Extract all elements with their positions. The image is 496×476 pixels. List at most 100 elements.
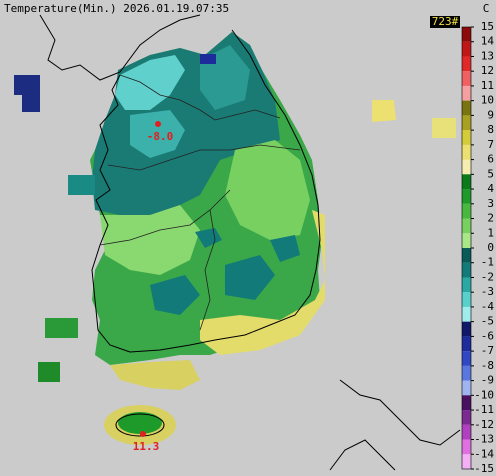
field-ulleung xyxy=(372,100,396,122)
colorbar-label: -14 xyxy=(474,447,494,460)
colorbar-swatch xyxy=(462,365,471,381)
colorbar-swatch xyxy=(462,56,471,72)
colorbar-label: -13 xyxy=(474,433,494,446)
colorbar-swatch xyxy=(462,41,471,57)
coastlines xyxy=(39,14,461,471)
colorbar-swatch xyxy=(462,410,471,425)
station-label: 11.3 xyxy=(133,440,160,453)
colorbar-label: 3 xyxy=(487,197,494,210)
station-dot xyxy=(155,121,161,127)
colorbar-swatch xyxy=(462,277,471,293)
colorbar-label: 4 xyxy=(487,182,494,195)
japan-coast xyxy=(329,439,396,471)
colorbar-label: -1 xyxy=(481,256,494,269)
colorbar-label: 6 xyxy=(487,153,494,166)
colorbar-swatch xyxy=(462,144,471,160)
field-dokdo xyxy=(432,118,456,138)
colorbar: 1514131211109876543210-1-2-3-4-5-6-7-8-9… xyxy=(461,20,495,475)
colorbar-swatch xyxy=(462,380,471,396)
colorbar-label: 5 xyxy=(487,167,494,180)
colorbar-swatch xyxy=(462,85,471,101)
field-lightgreen xyxy=(225,140,310,240)
colorbar-label: -4 xyxy=(481,300,495,313)
field-teal3 xyxy=(150,275,200,315)
colorbar-label: 11 xyxy=(481,79,494,92)
station-label: -8.0 xyxy=(147,130,174,143)
japan-coast xyxy=(339,379,461,446)
colorbar-label: -6 xyxy=(481,329,494,342)
colorbar-label: 12 xyxy=(481,64,494,77)
colorbar-swatch xyxy=(462,292,471,307)
colorbar-label: -11 xyxy=(474,403,494,416)
field-teal5 xyxy=(195,228,222,248)
colorbar-swatch xyxy=(462,321,471,337)
colorbar-label: 8 xyxy=(487,123,494,136)
province-border xyxy=(99,189,231,246)
colorbar-swatch xyxy=(462,439,471,455)
colorbar-label: 0 xyxy=(487,241,494,254)
colorbar-label: -12 xyxy=(474,418,494,431)
jeju-coast xyxy=(115,413,165,437)
colorbar-swatch xyxy=(462,189,471,204)
colorbar-label: 10 xyxy=(481,94,494,107)
colorbar-swatch xyxy=(462,336,471,352)
colorbar-swatch xyxy=(462,424,471,440)
colorbar-label: 9 xyxy=(487,108,494,121)
colorbar-swatch xyxy=(462,174,471,190)
colorbar-label: 7 xyxy=(487,138,494,151)
unit: C xyxy=(483,2,490,15)
colorbar-swatch xyxy=(462,248,471,263)
field-island2 xyxy=(45,318,78,338)
field-teal6 xyxy=(270,235,300,262)
colorbar-label: 14 xyxy=(481,35,495,48)
province-border xyxy=(199,209,216,331)
colorbar-label: -10 xyxy=(474,388,494,401)
colorbar-swatch xyxy=(462,351,471,366)
colorbar-swatch xyxy=(462,100,471,116)
field-cyan xyxy=(115,55,185,110)
coastline xyxy=(39,14,201,81)
field-cyan2 xyxy=(130,110,185,158)
field-blue xyxy=(14,75,40,112)
field-island xyxy=(68,175,95,195)
field-teal4 xyxy=(225,255,275,300)
colorbar-label: -7 xyxy=(481,344,494,357)
colorbar-swatch xyxy=(462,233,471,248)
colorbar-label: -8 xyxy=(481,359,494,372)
colorbar-swatch xyxy=(462,130,471,145)
colorbar-swatch xyxy=(462,395,471,411)
field-island3 xyxy=(38,362,60,382)
colorbar-swatch xyxy=(462,454,471,469)
colorbar-swatch xyxy=(462,27,471,42)
field-yellow2 xyxy=(110,360,200,390)
count-box xyxy=(430,16,460,28)
colorbar-label: -3 xyxy=(481,285,494,298)
temperature-field xyxy=(14,32,456,445)
field-blue2 xyxy=(200,54,216,64)
field-jeju-core xyxy=(118,412,162,434)
count: 723# xyxy=(432,15,459,28)
colorbar-label: 1 xyxy=(487,226,494,239)
colorbar-swatch xyxy=(462,306,471,322)
colorbar-swatch xyxy=(462,159,471,175)
field-yellow xyxy=(200,210,325,355)
colorbar-swatch xyxy=(462,218,471,234)
colorbar-label: 2 xyxy=(487,212,494,225)
colorbar-swatch xyxy=(462,262,471,278)
colorbar-label: 15 xyxy=(481,20,494,33)
coastline xyxy=(91,29,321,353)
colorbar-label: -2 xyxy=(481,270,494,283)
colorbar-swatch xyxy=(462,71,471,86)
colorbar-label: -15 xyxy=(474,462,494,475)
colorbar-swatch xyxy=(462,115,471,131)
colorbar-label: -5 xyxy=(481,315,494,328)
field-lightgreen2 xyxy=(100,205,200,275)
title: Temperature(Min.) 2026.01.19.07:35 xyxy=(4,2,229,15)
colorbar-label: 13 xyxy=(481,49,494,62)
colorbar-swatch xyxy=(462,203,471,219)
province-border xyxy=(119,74,281,121)
colorbar-label: -9 xyxy=(481,374,494,387)
station-dot xyxy=(140,431,146,437)
